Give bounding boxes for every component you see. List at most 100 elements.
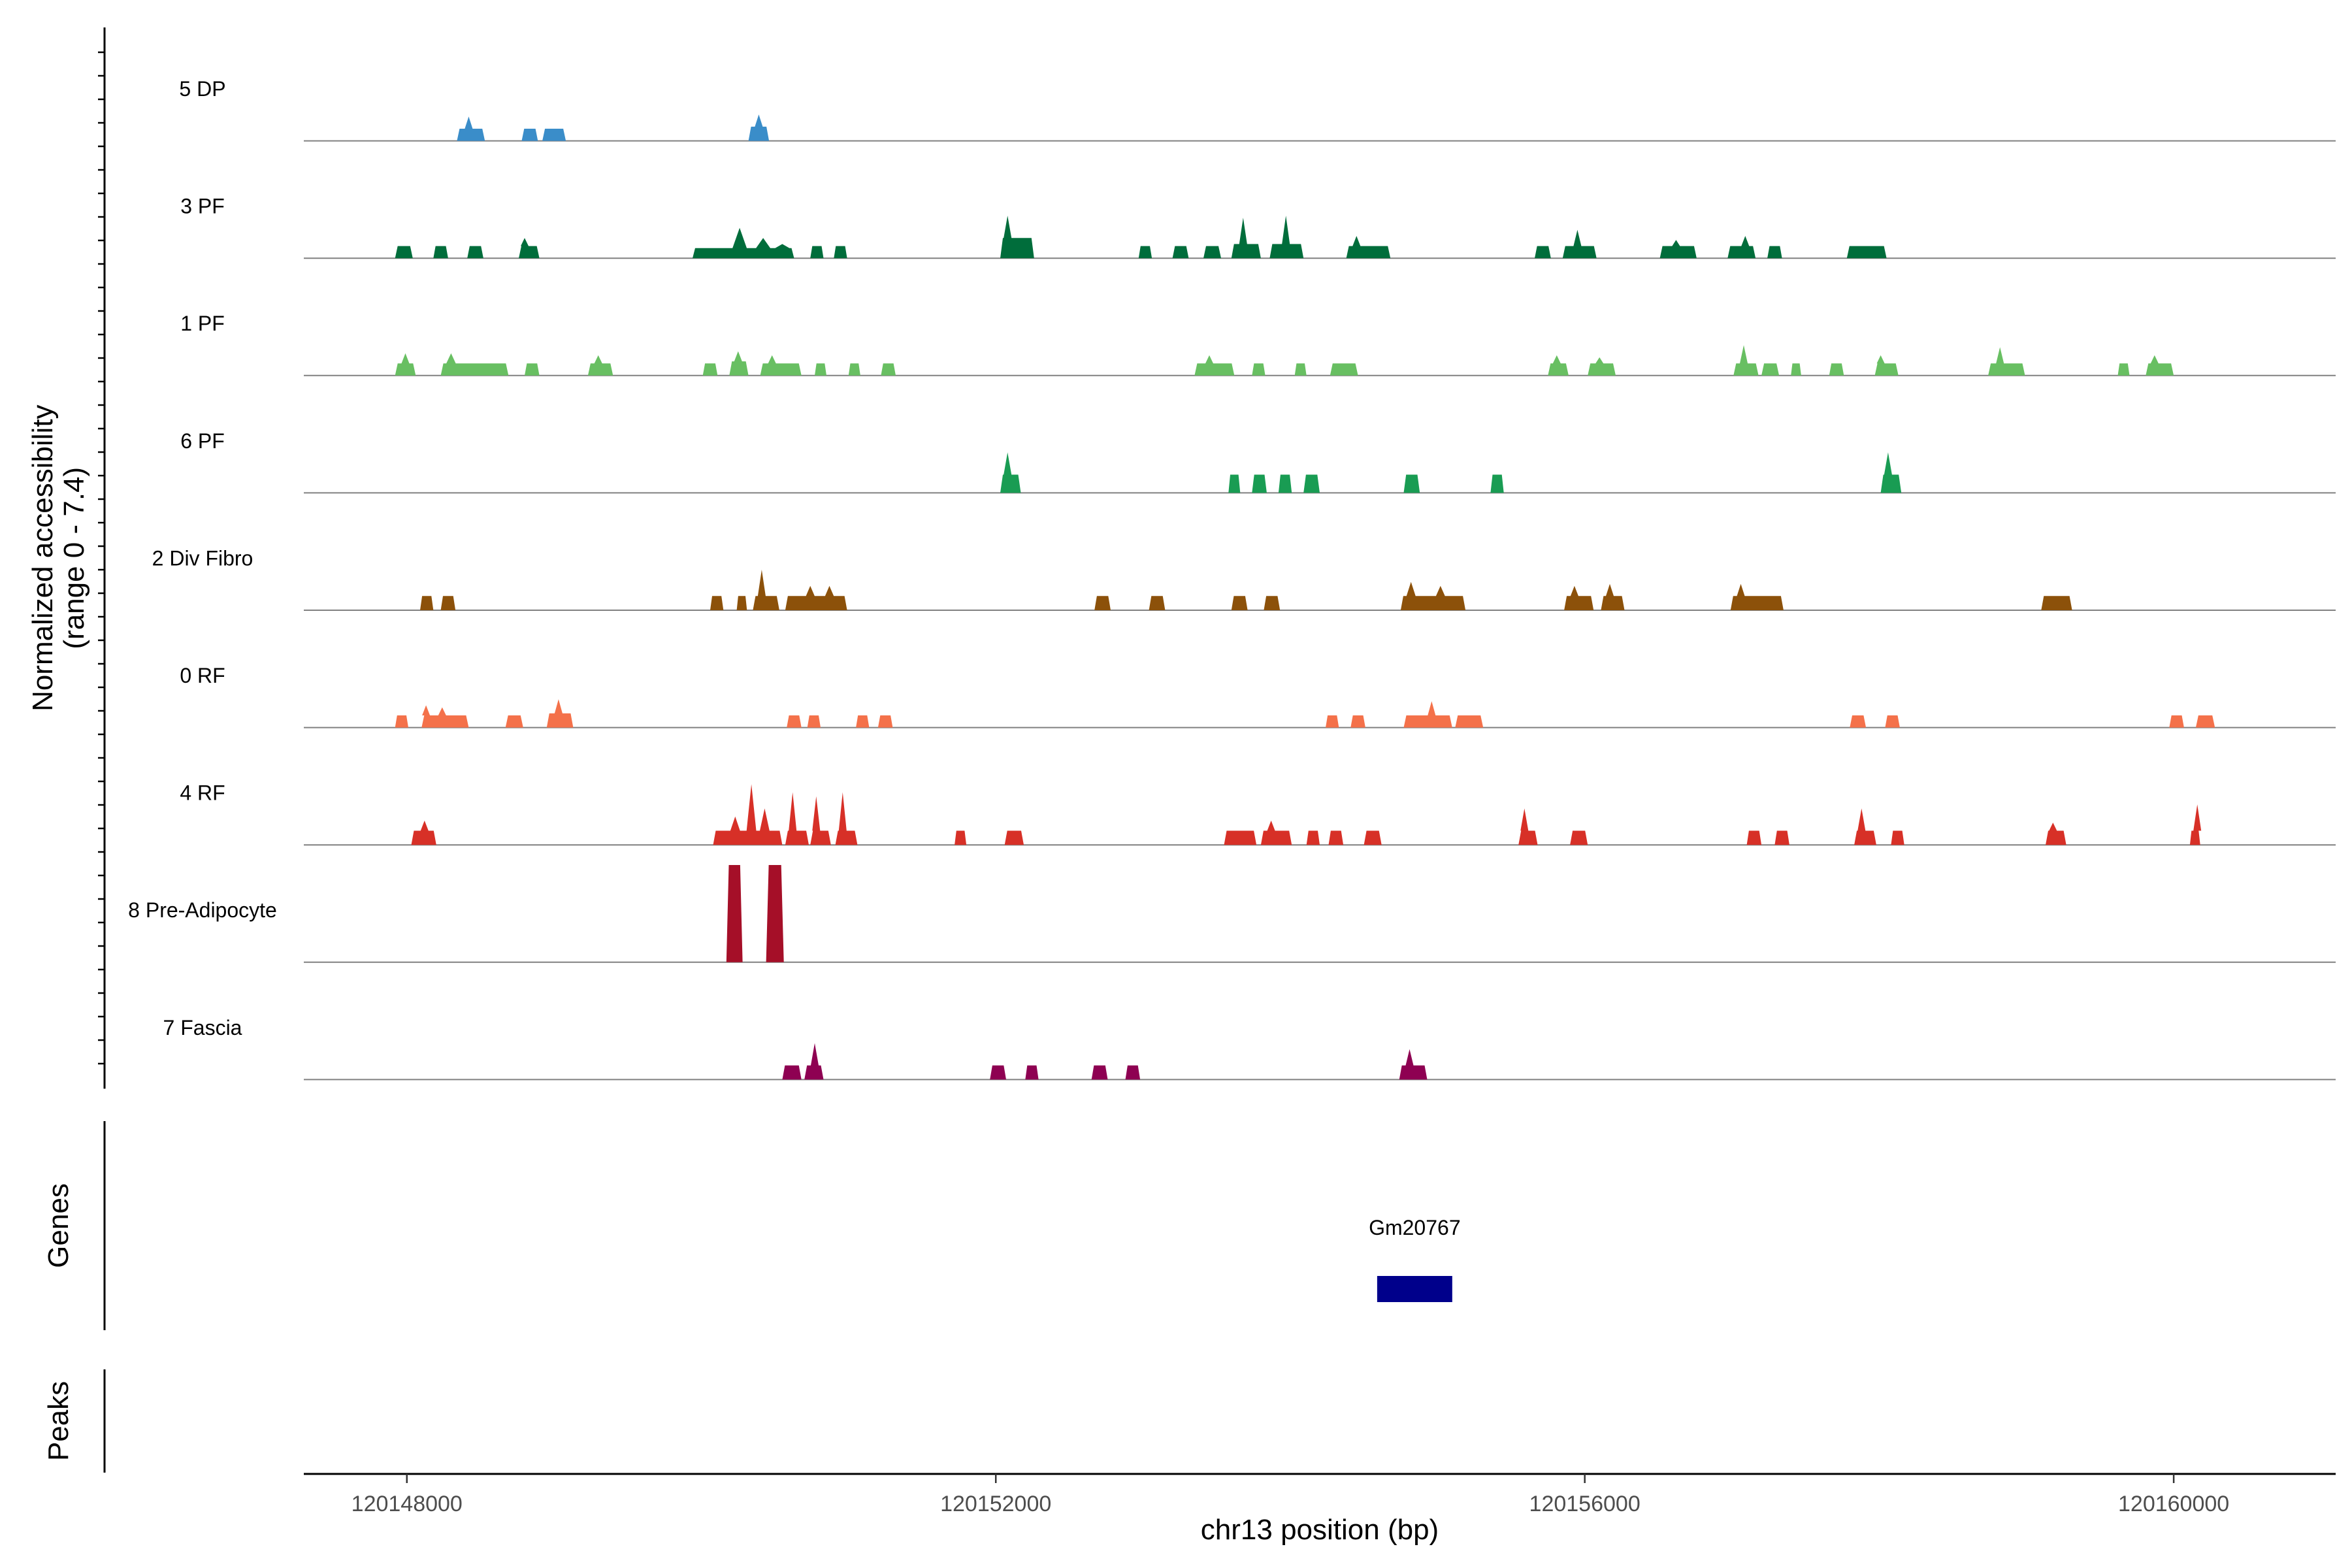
coverage-peak: [2189, 804, 2202, 845]
x-tick-label: 120152000: [940, 1492, 1051, 1516]
coverage-peak: [1564, 585, 1594, 610]
coverage-peak: [1562, 229, 1597, 259]
coverage-peak: [1194, 355, 1235, 376]
coverage-peak: [1535, 246, 1551, 259]
gene-name-label: Gm20767: [1369, 1216, 1461, 1239]
coverage-peak: [1854, 808, 1876, 845]
coverage-peak: [1094, 596, 1111, 610]
gene-gm20767: Gm20767: [1369, 1216, 1461, 1302]
coverage-peak: [1326, 715, 1339, 728]
coverage-peak: [420, 596, 434, 610]
x-tick-label: 120148000: [351, 1492, 463, 1516]
coverage-peak: [815, 363, 826, 376]
coverage-peak: [881, 363, 896, 376]
coverage-peak: [1733, 345, 1759, 376]
coverage-peak: [990, 1065, 1006, 1080]
coverage-y-ticks: [98, 51, 105, 1065]
track-2-div-fibro: 2 Div Fibro: [152, 546, 2336, 611]
coverage-peak: [525, 363, 540, 376]
coverage-peak: [546, 699, 574, 728]
coverage-peak: [1328, 830, 1344, 845]
coverage-peak: [1350, 715, 1365, 728]
y-axis-label: Normalized accessibility(range 0 - 7.4): [27, 404, 90, 711]
coverage-peak: [433, 246, 448, 259]
track-label: 6 PF: [180, 429, 225, 453]
coverage-peak: [1570, 830, 1588, 845]
track-label: 5 DP: [179, 77, 225, 101]
coverage-peak: [785, 585, 847, 610]
coverage-peak: [2195, 715, 2215, 728]
coverage-peak: [1364, 830, 1382, 845]
coverage-peak: [411, 821, 436, 845]
coverage-peak: [1228, 474, 1241, 493]
coverage-peak: [1490, 474, 1504, 493]
coverage-peak: [1403, 474, 1420, 493]
track-label: 1 PF: [180, 312, 225, 335]
coverage-peak: [856, 715, 870, 728]
coverage-peak: [1294, 363, 1307, 376]
coverage-peak: [729, 351, 749, 376]
track-3-pf: 3 PF: [180, 195, 2336, 259]
track-5-dp: 5 DP: [179, 77, 2336, 142]
coverage-peak: [1659, 240, 1697, 259]
coverage-peak: [1346, 236, 1391, 259]
genes-panel-label: Genes: [42, 1183, 74, 1268]
coverage-tracks: 5 DP 3 PF 1 PF 6 PF 2 Div Fibro 0 RF 4 RF 8 Pre…: [128, 77, 2336, 1081]
coverage-peak: [760, 355, 802, 376]
x-axis: 120148000 120152000 120156000 120160000 chr…: [304, 1473, 2336, 1546]
coverage-peak: [395, 246, 413, 259]
coverage-peak: [1518, 808, 1538, 845]
coverage-peak: [810, 246, 824, 259]
coverage-peak: [1774, 830, 1789, 845]
coverage-peak: [2046, 823, 2066, 845]
x-tick-label: 120160000: [2118, 1492, 2229, 1516]
coverage-peak: [587, 355, 613, 376]
coverage-peak: [457, 116, 485, 141]
coverage-peak: [693, 227, 794, 259]
coverage-peak: [713, 784, 783, 845]
track-6-pf: 6 PF: [180, 429, 2336, 494]
track-label: 7 Fascia: [163, 1016, 242, 1039]
x-axis-label: chr13 position (bp): [1201, 1514, 1439, 1546]
track-label: 0 RF: [180, 664, 225, 687]
coverage-peak: [1203, 246, 1221, 259]
coverage-peak: [834, 246, 847, 259]
track-label: 2 Div Fibro: [152, 546, 253, 570]
coverage-peak: [1000, 216, 1034, 259]
coverage-peak: [440, 353, 509, 376]
coverage-peak: [440, 596, 456, 610]
coverage-peak: [1400, 581, 1466, 610]
track-label: 4 RF: [180, 781, 225, 805]
track-8-pre-adipocyte: 8 Pre-Adipocyte: [128, 865, 2336, 963]
coverage-peak: [1761, 363, 1780, 376]
coverage-peak: [521, 129, 538, 141]
left-axes: Normalized accessibility(range 0 - 7.4) …: [27, 27, 106, 1473]
coverage-peak: [1149, 596, 1166, 610]
coverage-peak: [787, 715, 802, 728]
coverage-peak: [395, 715, 408, 728]
track-7-fascia: 7 Fascia: [163, 1016, 2336, 1081]
coverage-peak: [542, 129, 566, 141]
coverage-peak: [1548, 355, 1569, 376]
track-label: 8 Pre-Adipocyte: [128, 898, 277, 922]
coverage-peak: [877, 715, 893, 728]
coverage-peak: [1885, 715, 1900, 728]
coverage-peak: [1231, 218, 1261, 259]
coverage-peak: [1125, 1065, 1141, 1080]
coverage-peak: [2146, 355, 2174, 376]
coverage-peak: [1988, 347, 2025, 376]
coverage-peak: [1767, 246, 1782, 259]
coverage-peak: [1138, 246, 1152, 259]
y-axis-label-line: Normalized accessibility: [27, 404, 59, 711]
coverage-peak: [1252, 363, 1266, 376]
coverage-peak: [421, 705, 469, 728]
coverage-peak: [1025, 1065, 1039, 1080]
coverage-peak: [1730, 583, 1784, 610]
coverage-peak: [1278, 474, 1292, 493]
coverage-peak: [1231, 596, 1248, 610]
coverage-peak: [807, 715, 821, 728]
coverage-peak: [748, 114, 770, 141]
coverage-peak: [785, 792, 809, 845]
coverage-peak: [710, 596, 724, 610]
coverage-peak: [2169, 715, 2184, 728]
